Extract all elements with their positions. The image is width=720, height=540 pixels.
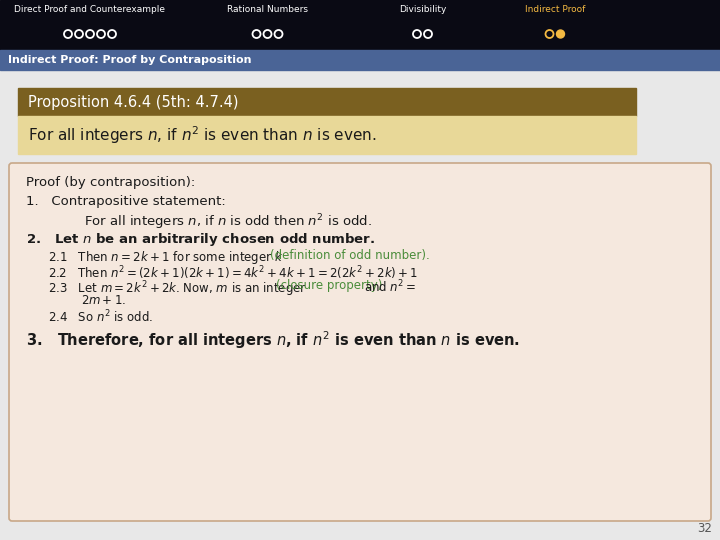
- Text: Proposition 4.6.4 (5th: 4.7.4): Proposition 4.6.4 (5th: 4.7.4): [28, 94, 238, 110]
- Text: 3.   Therefore, for all integers $n$, if $n^2$ is even than $n$ is even.: 3. Therefore, for all integers $n$, if $…: [26, 329, 520, 350]
- Text: Direct Proof and Counterexample: Direct Proof and Counterexample: [14, 5, 166, 14]
- Text: Indirect Proof: Indirect Proof: [525, 5, 585, 14]
- Bar: [0, 0, 720, 50]
- Text: 32: 32: [697, 522, 712, 535]
- Text: (definition of odd number).: (definition of odd number).: [270, 249, 430, 262]
- Bar: [18, 116, 636, 154]
- Text: Rational Numbers: Rational Numbers: [227, 5, 308, 14]
- Text: 2.4   So $n^2$ is odd.: 2.4 So $n^2$ is odd.: [48, 309, 153, 326]
- Text: 1.   Contrapositive statement:: 1. Contrapositive statement:: [26, 195, 226, 208]
- Bar: [18, 88, 636, 116]
- Text: Indirect Proof: Proof by Contraposition: Indirect Proof: Proof by Contraposition: [8, 55, 251, 65]
- Text: 2.1   Then $n = 2k + 1$ for some integer $k$: 2.1 Then $n = 2k + 1$ for some integer $…: [48, 249, 283, 266]
- Text: 2.3   Let $m = 2k^2 + 2k$. Now, $m$ is an integer: 2.3 Let $m = 2k^2 + 2k$. Now, $m$ is an …: [48, 279, 307, 299]
- Bar: [0, 50, 720, 70]
- Text: Divisibility: Divisibility: [399, 5, 446, 14]
- Circle shape: [557, 30, 564, 38]
- Bar: [0, 70, 720, 540]
- FancyBboxPatch shape: [9, 163, 711, 521]
- Text: For all integers $n$, if $n$ is odd then $n^2$ is odd.: For all integers $n$, if $n$ is odd then…: [84, 212, 372, 232]
- Text: and $n^2 =$: and $n^2 =$: [364, 279, 416, 295]
- Text: 2.   Let $n$ be an arbitrarily chosen odd number.: 2. Let $n$ be an arbitrarily chosen odd …: [26, 231, 375, 248]
- Text: Proof (by contraposition):: Proof (by contraposition):: [26, 176, 195, 189]
- Text: $2m + 1$.: $2m + 1$.: [81, 294, 126, 307]
- Text: (closure property): (closure property): [276, 279, 382, 292]
- Text: For all integers $n$, if $n^2$ is even than $n$ is even.: For all integers $n$, if $n^2$ is even t…: [28, 124, 377, 146]
- Text: 2.2   Then $n^2 = (2k + 1)(2k + 1) = 4k^2 + 4k + 1 = 2(2k^2 + 2k) + 1$: 2.2 Then $n^2 = (2k + 1)(2k + 1) = 4k^2 …: [48, 264, 418, 281]
